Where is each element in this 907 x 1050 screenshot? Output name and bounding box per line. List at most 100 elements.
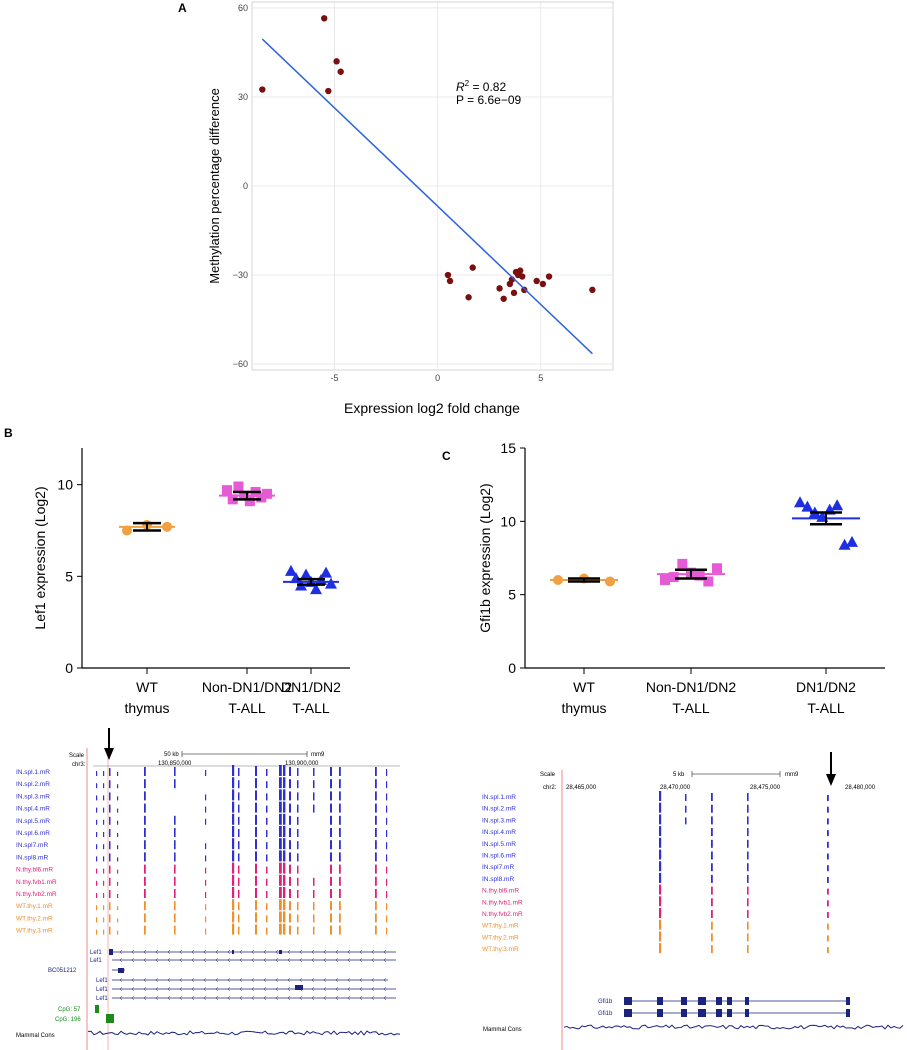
panel-a-x-tick-label: 0: [435, 373, 440, 383]
lef1-exon: [118, 968, 124, 973]
browser_left-read-bar: [289, 803, 291, 813]
browser_left-read-bar: [297, 829, 299, 837]
browser_left-read-bar: [144, 767, 146, 776]
browser_left-read-bar: [330, 852, 332, 862]
browser_left-read-bar: [375, 791, 377, 801]
browser_left-read-bar: [283, 887, 286, 898]
panel-c-point: [694, 570, 705, 581]
panel-c-point: [712, 563, 722, 574]
browser_left-read-bar: [232, 789, 235, 801]
browser_left-read-bar: [339, 840, 341, 850]
lef1-gene-strand-icon: [359, 986, 363, 992]
lef1-gene-strand-icon: [287, 949, 291, 955]
lef1-gene-strand-icon: [227, 977, 231, 983]
browser-right-read-bars: [659, 791, 829, 954]
gene-label-lef1-1: Lef1: [90, 950, 102, 956]
panel-b-y-tick-label: 0: [65, 660, 73, 676]
browser_left-read-bar: [266, 793, 268, 801]
browser_right-track-label: N.thy.fvb1.mR: [482, 899, 523, 906]
browser_right-read-bar: [827, 865, 829, 872]
panel-a-point: [325, 87, 332, 95]
panel-c-ticks: 0 5 10 15: [500, 440, 827, 676]
lef1-gene-strand-icon: [215, 986, 219, 992]
browser_left-read-bar: [386, 781, 388, 789]
panel-a-point: [259, 86, 266, 93]
browser_left-read-bar: [283, 862, 286, 874]
browser_left-read-bar: [339, 779, 341, 789]
lef1-gene-strand-icon: [359, 949, 363, 955]
browser_left-read-bar: [109, 902, 111, 911]
browser_left-read-bar: [174, 876, 176, 886]
browser-left-tracks: IN.spl.1.mR IN.spl.2.mR IN.spl.3.mR IN.spl.…: [16, 769, 57, 935]
browser_right-read-bar: [827, 818, 829, 825]
browser_left-read-bar: [375, 925, 377, 935]
panel-c-category-sublabel: T-ALL: [672, 700, 710, 716]
browser_left-read-bar: [232, 862, 235, 874]
browser_right-track-label: IN.spl.6.mR: [482, 853, 516, 860]
panel-a-point: [446, 277, 454, 285]
browser_left-read-bar: [283, 838, 286, 850]
browser-left-pos-1: 130,850,000: [158, 761, 192, 767]
browser_left-read-bar: [339, 791, 341, 801]
browser_left-read-bar: [339, 767, 341, 776]
lef1-gene-strand-icon: [251, 957, 255, 963]
browser_right-read-bar: [747, 921, 749, 930]
lef1-gene-strand-icon: [191, 957, 195, 963]
browser_right-read-bar: [711, 898, 713, 907]
browser_left-read-bar: [266, 817, 268, 825]
lef1-gene-strand-icon: [203, 977, 207, 983]
panel-a-ticks: -5 0 5 −60 −30 0 30 60: [233, 3, 544, 383]
panel-b-point: [227, 494, 238, 505]
lef1-gene-strand-icon: [215, 957, 219, 963]
panel-label-a: A: [178, 1, 187, 15]
browser_left-read-bar: [279, 838, 282, 850]
browser-right-gene-lines: [624, 997, 850, 1017]
browser_left-read-bar: [313, 914, 315, 923]
lef1-gene-strand-icon: [239, 995, 243, 1001]
lef1-gene-strand-icon: [131, 977, 135, 983]
browser_left-read-bar: [386, 805, 388, 813]
lef1-gene-strand-icon: [335, 957, 339, 963]
browser_left-read-bar: [117, 930, 119, 935]
panel-a-point: [539, 280, 547, 288]
browser_left-read-bar: [96, 844, 98, 850]
lef1-exon: [109, 949, 113, 955]
browser_left-read-bar: [255, 851, 257, 862]
lef1-gene-strand-icon: [191, 995, 195, 1001]
browser_left-read-bar: [144, 901, 146, 911]
browser_right-track-label: IN.spl7.mR: [482, 864, 514, 871]
browser_left-read-bar: [255, 888, 257, 898]
panel-b-category-sublabel: T-ALL: [228, 700, 266, 716]
browser_right-read-bar: [711, 945, 713, 954]
lef1-gene-strand-icon: [167, 986, 171, 992]
gfi1b-exon: [716, 997, 722, 1005]
browser_left-read-bar: [232, 899, 235, 911]
browser_right-read-bar: [711, 793, 713, 801]
browser_right-read-bar: [711, 851, 713, 860]
lef1-exon: [232, 950, 234, 954]
browser_left-read-bar: [205, 794, 207, 801]
lef1-gene-strand-icon: [335, 977, 339, 983]
browser_left-read-bar: [339, 815, 341, 825]
lef1-gene-strand-icon: [155, 949, 159, 955]
panel-c-dotplot: 0 5 10 15 Gfi1b expression (Log2) WT thymus N…: [477, 440, 885, 716]
lef1-gene-strand-icon: [275, 986, 279, 992]
panel-b-dotplot: 0 5 10 Lef1 expression (Log2) WT thymus Non-…: [32, 448, 350, 716]
gfi1b-exon: [624, 997, 632, 1005]
panel-c-y-tick-label: 0: [508, 660, 516, 676]
browser_left-read-bar: [205, 928, 207, 935]
browser_right-read-bar: [659, 908, 662, 918]
lef1-gene-strand-icon: [119, 949, 123, 955]
panel-c-groups: [550, 496, 860, 587]
lef1-gene-strand-icon: [239, 949, 243, 955]
browser_left-read-bar: [96, 880, 98, 886]
browser_left-track-label: IN.spl.1.mR: [16, 769, 50, 776]
browser_left-track-label: N.thy.fvb1.mR: [16, 879, 57, 886]
browser_right-read-bar: [747, 898, 749, 907]
lef1-gene-strand-icon: [299, 957, 303, 963]
lef1-gene-strand-icon: [287, 995, 291, 1001]
browser-right-pos-2: 28,470,000: [660, 785, 691, 791]
lef1-gene-strand-icon: [299, 949, 303, 955]
browser-right-assembly: mm9: [785, 772, 799, 778]
